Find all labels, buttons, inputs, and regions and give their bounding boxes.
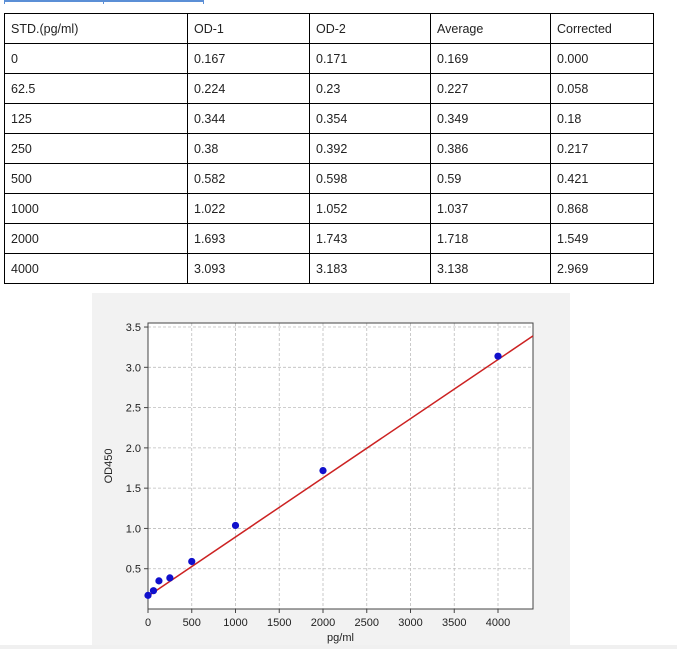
table-cell: 0.171 — [309, 43, 431, 74]
table-row: 125 0.344 0.354 0.349 0.18 — [4, 103, 654, 134]
header-corrected: Corrected — [550, 13, 654, 44]
ticks-layer: 0 500 1000 1500 2000 2500 3000 3500 4000 0.5 1.0 1.… — [126, 322, 511, 629]
grid-layer — [148, 323, 533, 609]
table-cell: 1.693 — [187, 223, 310, 254]
table-cell: 0.349 — [430, 103, 551, 134]
table-cell: 62.5 — [4, 73, 188, 104]
data-point — [494, 352, 502, 360]
table-cell: 0.354 — [309, 103, 431, 134]
table-cell: 0.386 — [430, 133, 551, 164]
table-cell: 3.093 — [187, 253, 310, 284]
table-cell: 125 — [4, 103, 188, 134]
y-tick-label: 2.0 — [126, 443, 141, 455]
x-tick-label: 1000 — [223, 617, 247, 629]
table-cell: 3.138 — [430, 253, 551, 284]
table-cell: 0.18 — [550, 103, 654, 134]
table-cell: 500 — [4, 163, 188, 194]
table-row: 4000 3.093 3.183 3.138 2.969 — [4, 253, 654, 284]
fit-line — [147, 335, 534, 597]
table-cell: 1.718 — [430, 223, 551, 254]
table-cell: 0.169 — [430, 43, 551, 74]
table-cell: 0.868 — [550, 193, 654, 224]
table-cell: 1.549 — [550, 223, 654, 254]
standard-curve-table: STD.(pg/ml) OD-1 OD-2 Average Corrected … — [4, 13, 654, 284]
top-accent-tick — [103, 0, 104, 4]
table-row: 0 0.167 0.171 0.169 0.000 — [4, 43, 654, 74]
table-header-row: STD.(pg/ml) OD-1 OD-2 Average Corrected — [4, 13, 654, 44]
x-tick-label: 500 — [183, 617, 201, 629]
header-od1: OD-1 — [187, 13, 310, 44]
x-tick-label: 3000 — [398, 617, 422, 629]
table-cell: 0.598 — [309, 163, 431, 194]
table-cell: 0.217 — [550, 133, 654, 164]
x-tick-label: 3500 — [442, 617, 466, 629]
fit-line-layer — [147, 335, 534, 597]
table-row: 250 0.38 0.392 0.386 0.217 — [4, 133, 654, 164]
table-row: 62.5 0.224 0.23 0.227 0.058 — [4, 73, 654, 104]
x-tick-label: 1500 — [267, 617, 291, 629]
data-point — [319, 466, 327, 475]
y-tick-label: 0.5 — [126, 564, 141, 576]
standard-curve-chart: 0 500 1000 1500 2000 2500 3000 3500 4000 0.5 1.0 1.… — [92, 293, 570, 645]
data-point — [166, 574, 174, 582]
table-cell: 0.392 — [309, 133, 431, 164]
table-row: 1000 1.022 1.052 1.037 0.868 — [4, 193, 654, 224]
table-cell: 1000 — [4, 193, 188, 224]
table-cell: 0.224 — [187, 73, 310, 104]
table-cell: 1.052 — [309, 193, 431, 224]
x-tick-label: 2500 — [355, 617, 379, 629]
y-tick-label: 2.5 — [126, 403, 141, 415]
x-tick-label: 0 — [145, 617, 151, 629]
table-cell: 0.058 — [550, 73, 654, 104]
x-tick-label: 2000 — [311, 617, 335, 629]
top-accent-tick — [4, 0, 5, 4]
table-cell: 0.23 — [309, 73, 431, 104]
x-tick-label: 4000 — [486, 617, 510, 629]
y-tick-label: 3.0 — [126, 362, 141, 374]
table-cell: 0.167 — [187, 43, 310, 74]
table-cell: 0.582 — [187, 163, 310, 194]
table-cell: 0 — [4, 43, 188, 74]
table-cell: 0.344 — [187, 103, 310, 134]
top-accent-tick — [203, 0, 204, 4]
table-cell: 0.227 — [430, 73, 551, 104]
data-point — [144, 591, 152, 599]
plot-frame — [147, 322, 534, 610]
top-accent-line — [4, 0, 204, 2]
table-cell: 250 — [4, 133, 188, 164]
chart-svg: 0 500 1000 1500 2000 2500 3000 3500 4000 0.5 1.0 1.… — [103, 322, 534, 644]
table-body: 0 0.167 0.171 0.169 0.000 62.5 0.224 0.23 0.227 0… — [4, 43, 654, 284]
y-axis-label: OD450 — [103, 449, 115, 484]
data-point — [155, 577, 163, 585]
bottom-strip — [0, 645, 677, 649]
y-tick-label: 1.0 — [126, 523, 141, 535]
table-cell: 1.037 — [430, 193, 551, 224]
table-cell: 0.421 — [550, 163, 654, 194]
data-point — [231, 521, 240, 530]
table-cell: 4000 — [4, 253, 188, 284]
table-row: 2000 1.693 1.743 1.718 1.549 — [4, 223, 654, 254]
table-row: 500 0.582 0.598 0.59 0.421 — [4, 163, 654, 194]
y-tick-label: 3.5 — [126, 322, 141, 334]
table-cell: 0.59 — [430, 163, 551, 194]
header-od2: OD-2 — [309, 13, 431, 44]
table-cell: 2000 — [4, 223, 188, 254]
data-point — [149, 587, 158, 595]
data-point — [188, 557, 196, 566]
table-cell: 3.183 — [309, 253, 431, 284]
header-average: Average — [430, 13, 551, 44]
table-cell: 0.000 — [550, 43, 654, 74]
y-tick-label: 1.5 — [126, 483, 141, 495]
table-cell: 2.969 — [550, 253, 654, 284]
table-cell: 1.743 — [309, 223, 431, 254]
points-layer — [144, 352, 502, 599]
x-axis-label: pg/ml — [327, 632, 354, 644]
table-cell: 0.38 — [187, 133, 310, 164]
header-std: STD.(pg/ml) — [4, 13, 188, 44]
table-cell: 1.022 — [187, 193, 310, 224]
